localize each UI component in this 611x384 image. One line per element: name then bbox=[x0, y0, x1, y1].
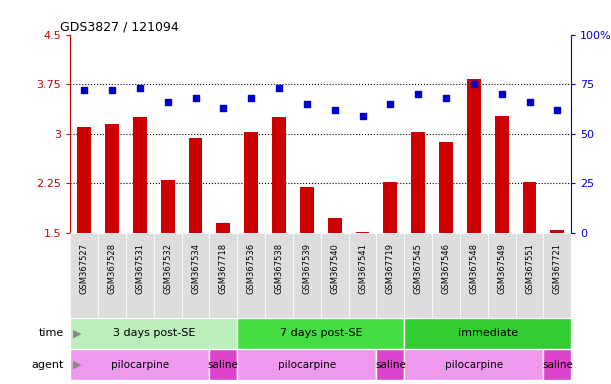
Bar bbox=[516, 233, 543, 318]
Bar bbox=[98, 233, 126, 318]
Bar bbox=[404, 318, 571, 349]
Bar bbox=[300, 187, 314, 233]
Point bbox=[163, 99, 172, 105]
Bar bbox=[349, 233, 376, 318]
Bar bbox=[189, 138, 202, 233]
Text: GSM367718: GSM367718 bbox=[219, 243, 228, 294]
Point bbox=[357, 113, 367, 119]
Bar bbox=[467, 79, 481, 233]
Text: GSM367532: GSM367532 bbox=[163, 243, 172, 294]
Point bbox=[302, 101, 312, 107]
Bar bbox=[376, 349, 404, 380]
Text: pilocarpine: pilocarpine bbox=[278, 359, 336, 369]
Text: GSM367721: GSM367721 bbox=[553, 243, 562, 294]
Bar bbox=[376, 233, 404, 318]
Point bbox=[330, 107, 340, 113]
Point bbox=[552, 107, 562, 113]
Text: GSM367527: GSM367527 bbox=[79, 243, 89, 294]
Text: GSM367549: GSM367549 bbox=[497, 243, 506, 294]
Text: GSM367531: GSM367531 bbox=[136, 243, 144, 294]
Bar bbox=[126, 233, 154, 318]
Point bbox=[246, 95, 256, 101]
Text: immediate: immediate bbox=[458, 328, 518, 338]
Bar bbox=[432, 233, 460, 318]
Bar bbox=[321, 233, 349, 318]
Point bbox=[135, 85, 145, 91]
Text: ▶: ▶ bbox=[73, 359, 82, 369]
Bar bbox=[237, 233, 265, 318]
Bar bbox=[70, 233, 98, 318]
Point bbox=[441, 95, 451, 101]
Point bbox=[386, 101, 395, 107]
Bar bbox=[210, 233, 237, 318]
Bar bbox=[551, 230, 565, 233]
Bar bbox=[70, 318, 237, 349]
Bar bbox=[237, 349, 376, 380]
Text: GSM367719: GSM367719 bbox=[386, 243, 395, 294]
Text: GSM367528: GSM367528 bbox=[108, 243, 117, 294]
Text: GSM367551: GSM367551 bbox=[525, 243, 534, 294]
Text: 7 days post-SE: 7 days post-SE bbox=[279, 328, 362, 338]
Point bbox=[413, 91, 423, 97]
Bar bbox=[133, 117, 147, 233]
Point bbox=[107, 87, 117, 93]
Bar bbox=[237, 318, 404, 349]
Bar bbox=[181, 233, 210, 318]
Bar bbox=[404, 349, 543, 380]
Text: saline: saline bbox=[208, 359, 239, 369]
Bar bbox=[161, 180, 175, 233]
Text: pilocarpine: pilocarpine bbox=[111, 359, 169, 369]
Bar bbox=[404, 233, 432, 318]
Text: GSM367539: GSM367539 bbox=[302, 243, 312, 294]
Bar bbox=[293, 233, 321, 318]
Bar bbox=[522, 182, 536, 233]
Text: GSM367534: GSM367534 bbox=[191, 243, 200, 294]
Text: saline: saline bbox=[542, 359, 573, 369]
Point bbox=[191, 95, 200, 101]
Text: saline: saline bbox=[375, 359, 406, 369]
Text: pilocarpine: pilocarpine bbox=[445, 359, 503, 369]
Bar bbox=[105, 124, 119, 233]
Bar bbox=[327, 218, 342, 233]
Text: ▶: ▶ bbox=[73, 328, 82, 338]
Point bbox=[79, 87, 89, 93]
Bar bbox=[70, 349, 210, 380]
Bar bbox=[543, 349, 571, 380]
Text: GSM367541: GSM367541 bbox=[358, 243, 367, 294]
Text: GSM367538: GSM367538 bbox=[274, 243, 284, 294]
Bar bbox=[244, 132, 258, 233]
Bar bbox=[77, 127, 91, 233]
Text: GSM367536: GSM367536 bbox=[247, 243, 255, 294]
Point bbox=[469, 81, 479, 87]
Text: 3 days post-SE: 3 days post-SE bbox=[112, 328, 195, 338]
Bar bbox=[210, 349, 237, 380]
Bar bbox=[265, 233, 293, 318]
Text: GSM367540: GSM367540 bbox=[330, 243, 339, 294]
Bar bbox=[439, 142, 453, 233]
Point bbox=[525, 99, 535, 105]
Bar bbox=[488, 233, 516, 318]
Point bbox=[497, 91, 507, 97]
Point bbox=[219, 105, 229, 111]
Bar bbox=[411, 132, 425, 233]
Bar bbox=[384, 182, 397, 233]
Text: GDS3827 / 121094: GDS3827 / 121094 bbox=[60, 20, 179, 33]
Text: GSM367546: GSM367546 bbox=[442, 243, 450, 294]
Text: GSM367545: GSM367545 bbox=[414, 243, 423, 294]
Bar bbox=[543, 233, 571, 318]
Text: agent: agent bbox=[32, 359, 64, 369]
Point bbox=[274, 85, 284, 91]
Text: time: time bbox=[39, 328, 64, 338]
Bar bbox=[356, 232, 370, 233]
Bar bbox=[216, 223, 230, 233]
Bar bbox=[154, 233, 181, 318]
Bar bbox=[460, 233, 488, 318]
Bar bbox=[272, 117, 286, 233]
Text: GSM367548: GSM367548 bbox=[469, 243, 478, 294]
Bar bbox=[495, 116, 509, 233]
